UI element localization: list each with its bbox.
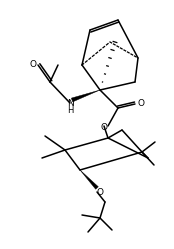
Text: O: O [97, 187, 104, 196]
Text: O: O [101, 123, 108, 131]
Text: N: N [67, 99, 73, 108]
Text: H: H [67, 106, 73, 115]
Text: O: O [30, 60, 37, 68]
Text: O: O [137, 99, 144, 108]
Polygon shape [71, 90, 100, 102]
Polygon shape [80, 170, 98, 189]
